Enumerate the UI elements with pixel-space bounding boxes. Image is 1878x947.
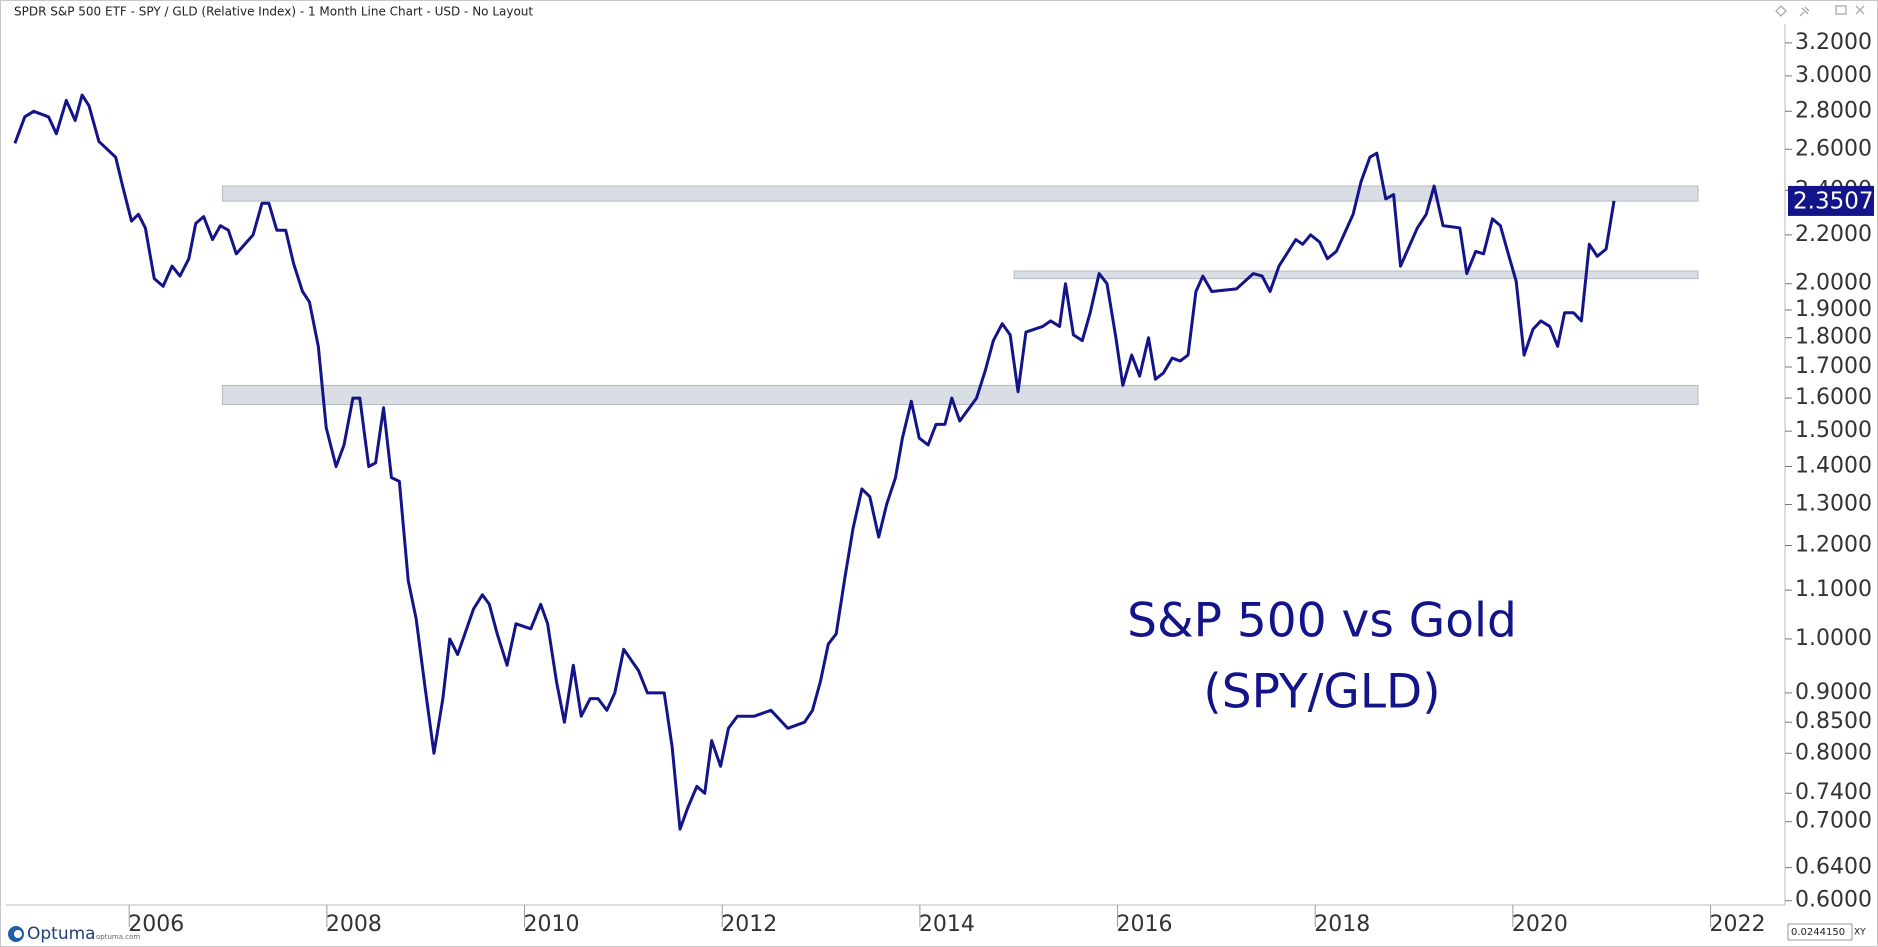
- icon-diamond[interactable]: [1775, 5, 1787, 17]
- y-tick-label: 0.8500: [1795, 709, 1872, 734]
- x-tick-label: 2006: [128, 912, 184, 937]
- y-tick-label: 1.6000: [1795, 385, 1872, 410]
- icon-window[interactable]: [1835, 5, 1847, 15]
- x-tick-label: 2012: [721, 912, 777, 937]
- x-tick-label: 2020: [1512, 912, 1568, 937]
- x-tick-label: 2008: [326, 912, 382, 937]
- y-tick-label: 3.2000: [1795, 30, 1872, 55]
- y-tick-label: 1.2000: [1795, 533, 1872, 558]
- y-tick-label: 0.7000: [1795, 809, 1872, 834]
- y-tick-label: 0.8000: [1795, 740, 1872, 765]
- icon-pin[interactable]: [1799, 6, 1810, 17]
- y-tick-label: 0.7400: [1795, 780, 1872, 805]
- footer: Optuma optuma.com 0.0244150 XY: [8, 923, 1866, 944]
- y-tick-label: 1.3000: [1795, 491, 1872, 516]
- price-line: [13, 93, 1616, 831]
- readout-box[interactable]: [1787, 923, 1853, 941]
- annotation: S&P 500 vs Gold: [1127, 594, 1517, 649]
- y-tick-label: 3.0000: [1795, 63, 1872, 88]
- xy-mode[interactable]: XY: [1854, 928, 1866, 938]
- last-value-badge: [1788, 185, 1874, 216]
- y-tick-label: 2.6000: [1795, 136, 1872, 161]
- x-tick-label: 2016: [1117, 912, 1173, 937]
- y-tick-label: 1.7000: [1795, 354, 1872, 379]
- x-tick-label: 2014: [919, 912, 975, 937]
- y-tick-label: 1.4000: [1795, 454, 1872, 479]
- price-zone: [221, 185, 1699, 202]
- x-tick-label: 2022: [1710, 912, 1766, 937]
- y-tick-label: 1.0000: [1795, 626, 1872, 651]
- y-tick-label: 1.9000: [1795, 297, 1872, 322]
- x-tick-label: 2010: [524, 912, 580, 937]
- y-tick-label: 0.6000: [1795, 888, 1872, 913]
- annotation: (SPY/GLD): [1203, 665, 1440, 720]
- price-zone: [1013, 270, 1699, 280]
- brand-name: Optuma: [27, 924, 96, 944]
- y-tick-label: 2.8000: [1795, 98, 1872, 123]
- y-tick-label: 0.9000: [1795, 680, 1872, 705]
- readout: 0.0244150: [1791, 927, 1845, 938]
- icon-close[interactable]: [1855, 5, 1865, 15]
- y-tick-label: 1.8000: [1795, 325, 1872, 350]
- y-tick-label: 1.1000: [1795, 577, 1872, 602]
- price-zone: [221, 384, 1699, 406]
- y-tick-label: 2.2000: [1795, 222, 1872, 247]
- y-tick-label: 2.0000: [1795, 271, 1872, 296]
- zones: [221, 185, 1699, 406]
- y-tick-label: 1.5000: [1795, 418, 1872, 443]
- last-value-label: 2.3507: [1793, 188, 1873, 214]
- x-tick-label: 2018: [1314, 912, 1370, 937]
- brand-site: optuma.com: [96, 933, 140, 941]
- brand-logo-inner: [14, 930, 22, 938]
- window-title: SPDR S&P 500 ETF - SPY / GLD (Relative I…: [14, 5, 533, 19]
- window-icons: [1775, 5, 1865, 17]
- y-tick-label: 0.6400: [1795, 855, 1872, 880]
